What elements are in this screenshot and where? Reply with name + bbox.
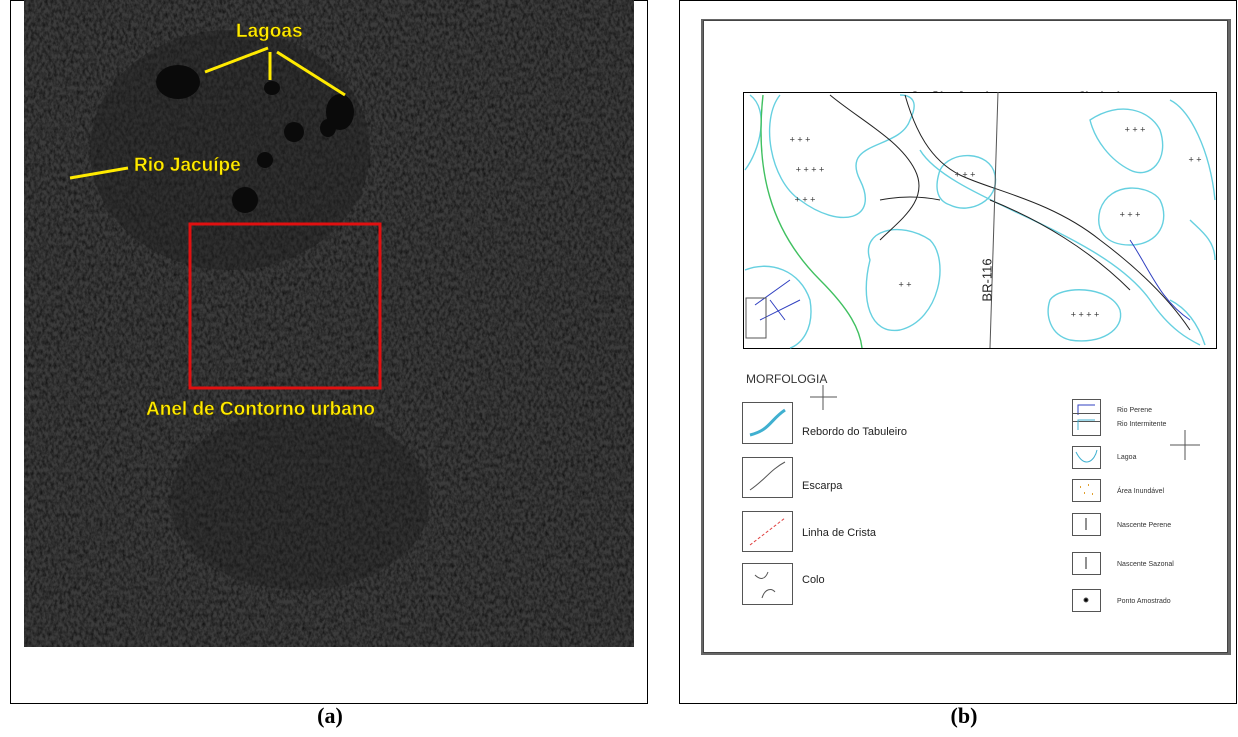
legend-right-label: Nascente Perene <box>1117 522 1171 529</box>
figure: Lagoas Rio Jacuípe Anel de Contorno urba… <box>0 0 1238 732</box>
svg-text:+ +: + + <box>898 279 911 289</box>
legend-left-label: Escarpa <box>802 480 843 492</box>
legend-left-label: Colo <box>802 574 825 586</box>
legend-right-label: Ponto Amostrado <box>1117 598 1171 605</box>
legend-right-label: Rio Perene <box>1117 407 1152 414</box>
road-label: BR-116 <box>979 258 994 301</box>
river-label: Rio Jacuípe <box>134 155 241 176</box>
svg-text:+ + + +: + + + + <box>1071 309 1100 319</box>
legend-right-label: Nascente Sazonal <box>1117 561 1174 568</box>
ring-label: Anel de Contorno urbano <box>146 399 375 420</box>
legend-left-label: Rebordo do Tabuleiro <box>802 426 907 438</box>
map: + + + + + + + + + + + + + + + + + + + + + + … <box>744 92 1217 349</box>
svg-text:+ + +: + + + <box>1120 209 1141 219</box>
legend-right-label: Lagoa <box>1117 454 1137 461</box>
svg-text:+ + + +: + + + + <box>796 164 825 174</box>
svg-text:+ + +: + + + <box>795 194 816 204</box>
svg-text:+ +: + + <box>1188 154 1201 164</box>
radar-image <box>24 0 634 647</box>
legend-heading: MORFOLOGIA <box>746 372 827 386</box>
caption-a: (a) <box>317 703 343 728</box>
legend-right-label: Rio Intermitente <box>1117 421 1167 428</box>
lakes-label: Lagoas <box>236 21 303 42</box>
caption-b: (b) <box>951 703 978 728</box>
legend-left-label: Linha de Crista <box>802 527 877 539</box>
svg-text:+ + +: + + + <box>955 169 976 179</box>
svg-text:+ + +: + + + <box>1125 124 1146 134</box>
svg-text:+ + +: + + + <box>790 134 811 144</box>
legend-right-label: Área Inundável <box>1117 486 1165 495</box>
